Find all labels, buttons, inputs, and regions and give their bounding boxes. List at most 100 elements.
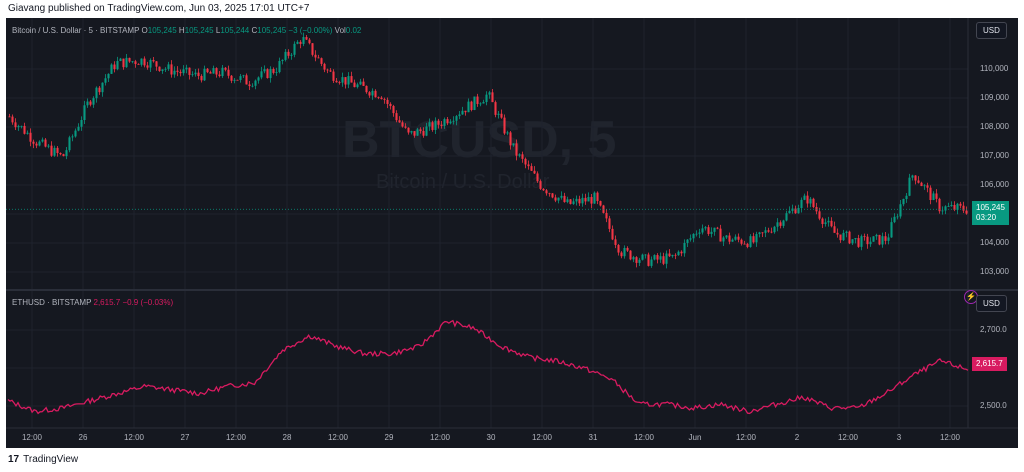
btc-candle-body	[296, 41, 299, 44]
eth-legend[interactable]: ETHUSD · BITSTAMP 2,615.7 −0.9 (−0.03%)	[12, 298, 173, 307]
btc-candle-body	[242, 75, 245, 77]
btc-candle-body	[806, 195, 809, 204]
btc-candle-body	[155, 61, 158, 67]
last-price-label: 105,245 03:20	[972, 201, 1009, 225]
btc-candle-body	[206, 68, 209, 73]
y-tick: 109,000	[980, 93, 1009, 102]
btc-candle-body	[707, 227, 710, 234]
btc-candle-body	[530, 166, 533, 171]
btc-candle-body	[389, 103, 392, 107]
btc-candle-body	[704, 227, 707, 229]
btc-candle-body	[920, 182, 923, 187]
btc-candle-body	[53, 147, 56, 156]
btc-candle-body	[947, 206, 950, 207]
btc-candle-body	[299, 41, 302, 44]
btc-candle-body	[812, 198, 815, 208]
low-value: 105,244	[220, 26, 250, 35]
btc-candle-body	[722, 237, 725, 242]
btc-candle-body	[506, 132, 509, 134]
btc-candle-body	[176, 70, 179, 72]
btc-candle-body	[416, 129, 419, 136]
btc-candle-body	[797, 208, 800, 214]
btc-candle-body	[308, 39, 311, 44]
published-caption: Giavang published on TradingView.com, Ju…	[8, 3, 310, 14]
btc-candle-body	[851, 239, 854, 244]
last-price-value: 105,245	[976, 203, 1005, 212]
x-tick-label: 2	[794, 433, 800, 442]
footer-brand: TradingView	[23, 454, 79, 465]
btc-candle-body	[497, 113, 500, 115]
btc-candle-body	[533, 170, 536, 174]
btc-symbol-label[interactable]: Bitcoin / U.S. Dollar · 5 · BITSTAMP	[12, 26, 140, 35]
btc-candle-body	[386, 99, 389, 104]
btc-legend[interactable]: Bitcoin / U.S. Dollar · 5 · BITSTAMP O10…	[12, 26, 361, 35]
btc-candle-body	[494, 102, 497, 115]
btc-candle-body	[272, 69, 275, 73]
btc-candle-body	[11, 116, 14, 123]
chart-canvas[interactable]	[6, 18, 1018, 448]
btc-candle-body	[863, 236, 866, 237]
btc-candle-body	[35, 143, 38, 146]
btc-candle-body	[317, 57, 320, 59]
btc-candle-body	[752, 236, 755, 243]
btc-candle-body	[137, 64, 140, 65]
btc-candle-body	[905, 195, 908, 199]
btc-candle-body	[656, 255, 659, 260]
x-tick-label: Jun	[688, 433, 702, 442]
btc-candle-body	[893, 216, 896, 223]
btc-candle-body	[548, 193, 551, 195]
btc-candle-body	[449, 121, 452, 124]
btc-candle-body	[179, 71, 182, 74]
btc-candle-body	[302, 37, 305, 44]
btc-candle-body	[791, 208, 794, 211]
btc-candle-body	[434, 120, 437, 130]
btc-candle-body	[170, 64, 173, 75]
btc-candle-body	[623, 247, 626, 257]
y-tick: 110,000	[980, 64, 1009, 73]
btc-candle-body	[278, 61, 281, 73]
btc-candle-body	[344, 77, 347, 85]
high-label: H	[178, 26, 185, 35]
y-tick: 103,000	[980, 267, 1009, 276]
eth-symbol-label[interactable]: ETHUSD · BITSTAMP	[12, 298, 92, 307]
btc-candle-body	[644, 254, 647, 256]
btc-candle-body	[767, 230, 770, 232]
btc-candle-body	[131, 61, 134, 63]
btc-candle-body	[725, 235, 728, 238]
btc-candle-body	[263, 69, 266, 72]
btc-candle-body	[173, 70, 176, 75]
x-tick-label: 12:00	[735, 433, 757, 442]
btc-candle-body	[371, 90, 374, 96]
btc-candle-body	[419, 129, 422, 132]
chart-frame[interactable]: BTCUSD, 5 Bitcoin / U.S. Dollar Bitcoin …	[6, 18, 1018, 448]
btc-candle-body	[332, 71, 335, 81]
btc-candle-body	[572, 201, 575, 204]
btc-candle-body	[446, 119, 449, 124]
btc-candle-body	[251, 85, 254, 87]
btc-candle-body	[467, 101, 470, 113]
btc-candle-body	[692, 234, 695, 239]
btc-candle-body	[824, 222, 827, 224]
btc-candle-body	[227, 69, 230, 76]
close-value: 105,245	[257, 26, 287, 35]
btc-candle-body	[857, 238, 860, 247]
btc-candle-body	[608, 218, 611, 229]
btc-candle-body	[518, 154, 521, 156]
btc-candle-body	[197, 72, 200, 76]
currency-button-top[interactable]: USD	[976, 22, 1007, 39]
btc-candle-body	[77, 126, 80, 131]
currency-button-bottom[interactable]: USD	[976, 295, 1007, 312]
btc-candle-body	[275, 72, 278, 73]
btc-candle-body	[59, 153, 62, 155]
btc-candle-body	[212, 68, 215, 74]
btc-candle-body	[56, 147, 59, 154]
btc-candle-body	[674, 254, 677, 256]
btc-candle-body	[701, 228, 704, 233]
btc-candle-body	[629, 250, 632, 260]
btc-candle-body	[683, 242, 686, 254]
btc-candle-body	[779, 222, 782, 226]
btc-candle-body	[743, 243, 746, 245]
vol-value: 0.02	[345, 26, 362, 35]
btc-candle-body	[362, 81, 365, 86]
btc-candle-body	[392, 106, 395, 114]
